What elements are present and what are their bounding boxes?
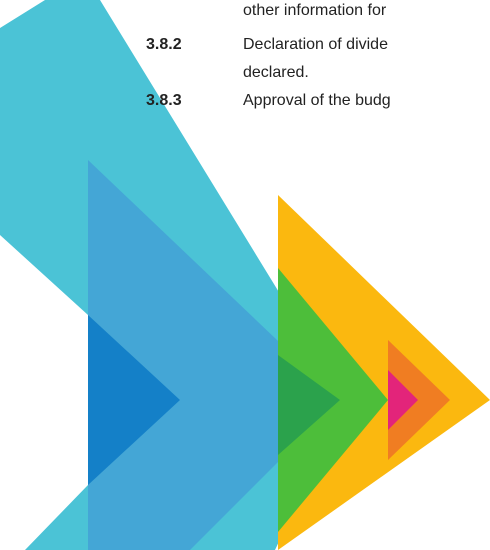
text-line: declared. [243,64,309,82]
section-number: 3.8.3 [146,92,182,110]
text-line: other information for [243,2,386,20]
page: {"items": [ {"text": "other information … [0,0,490,550]
text-line: Approval of the budg [243,92,391,110]
text-line: Declaration of divide [243,36,388,54]
section-number: 3.8.2 [146,36,182,54]
decoration [0,0,490,550]
